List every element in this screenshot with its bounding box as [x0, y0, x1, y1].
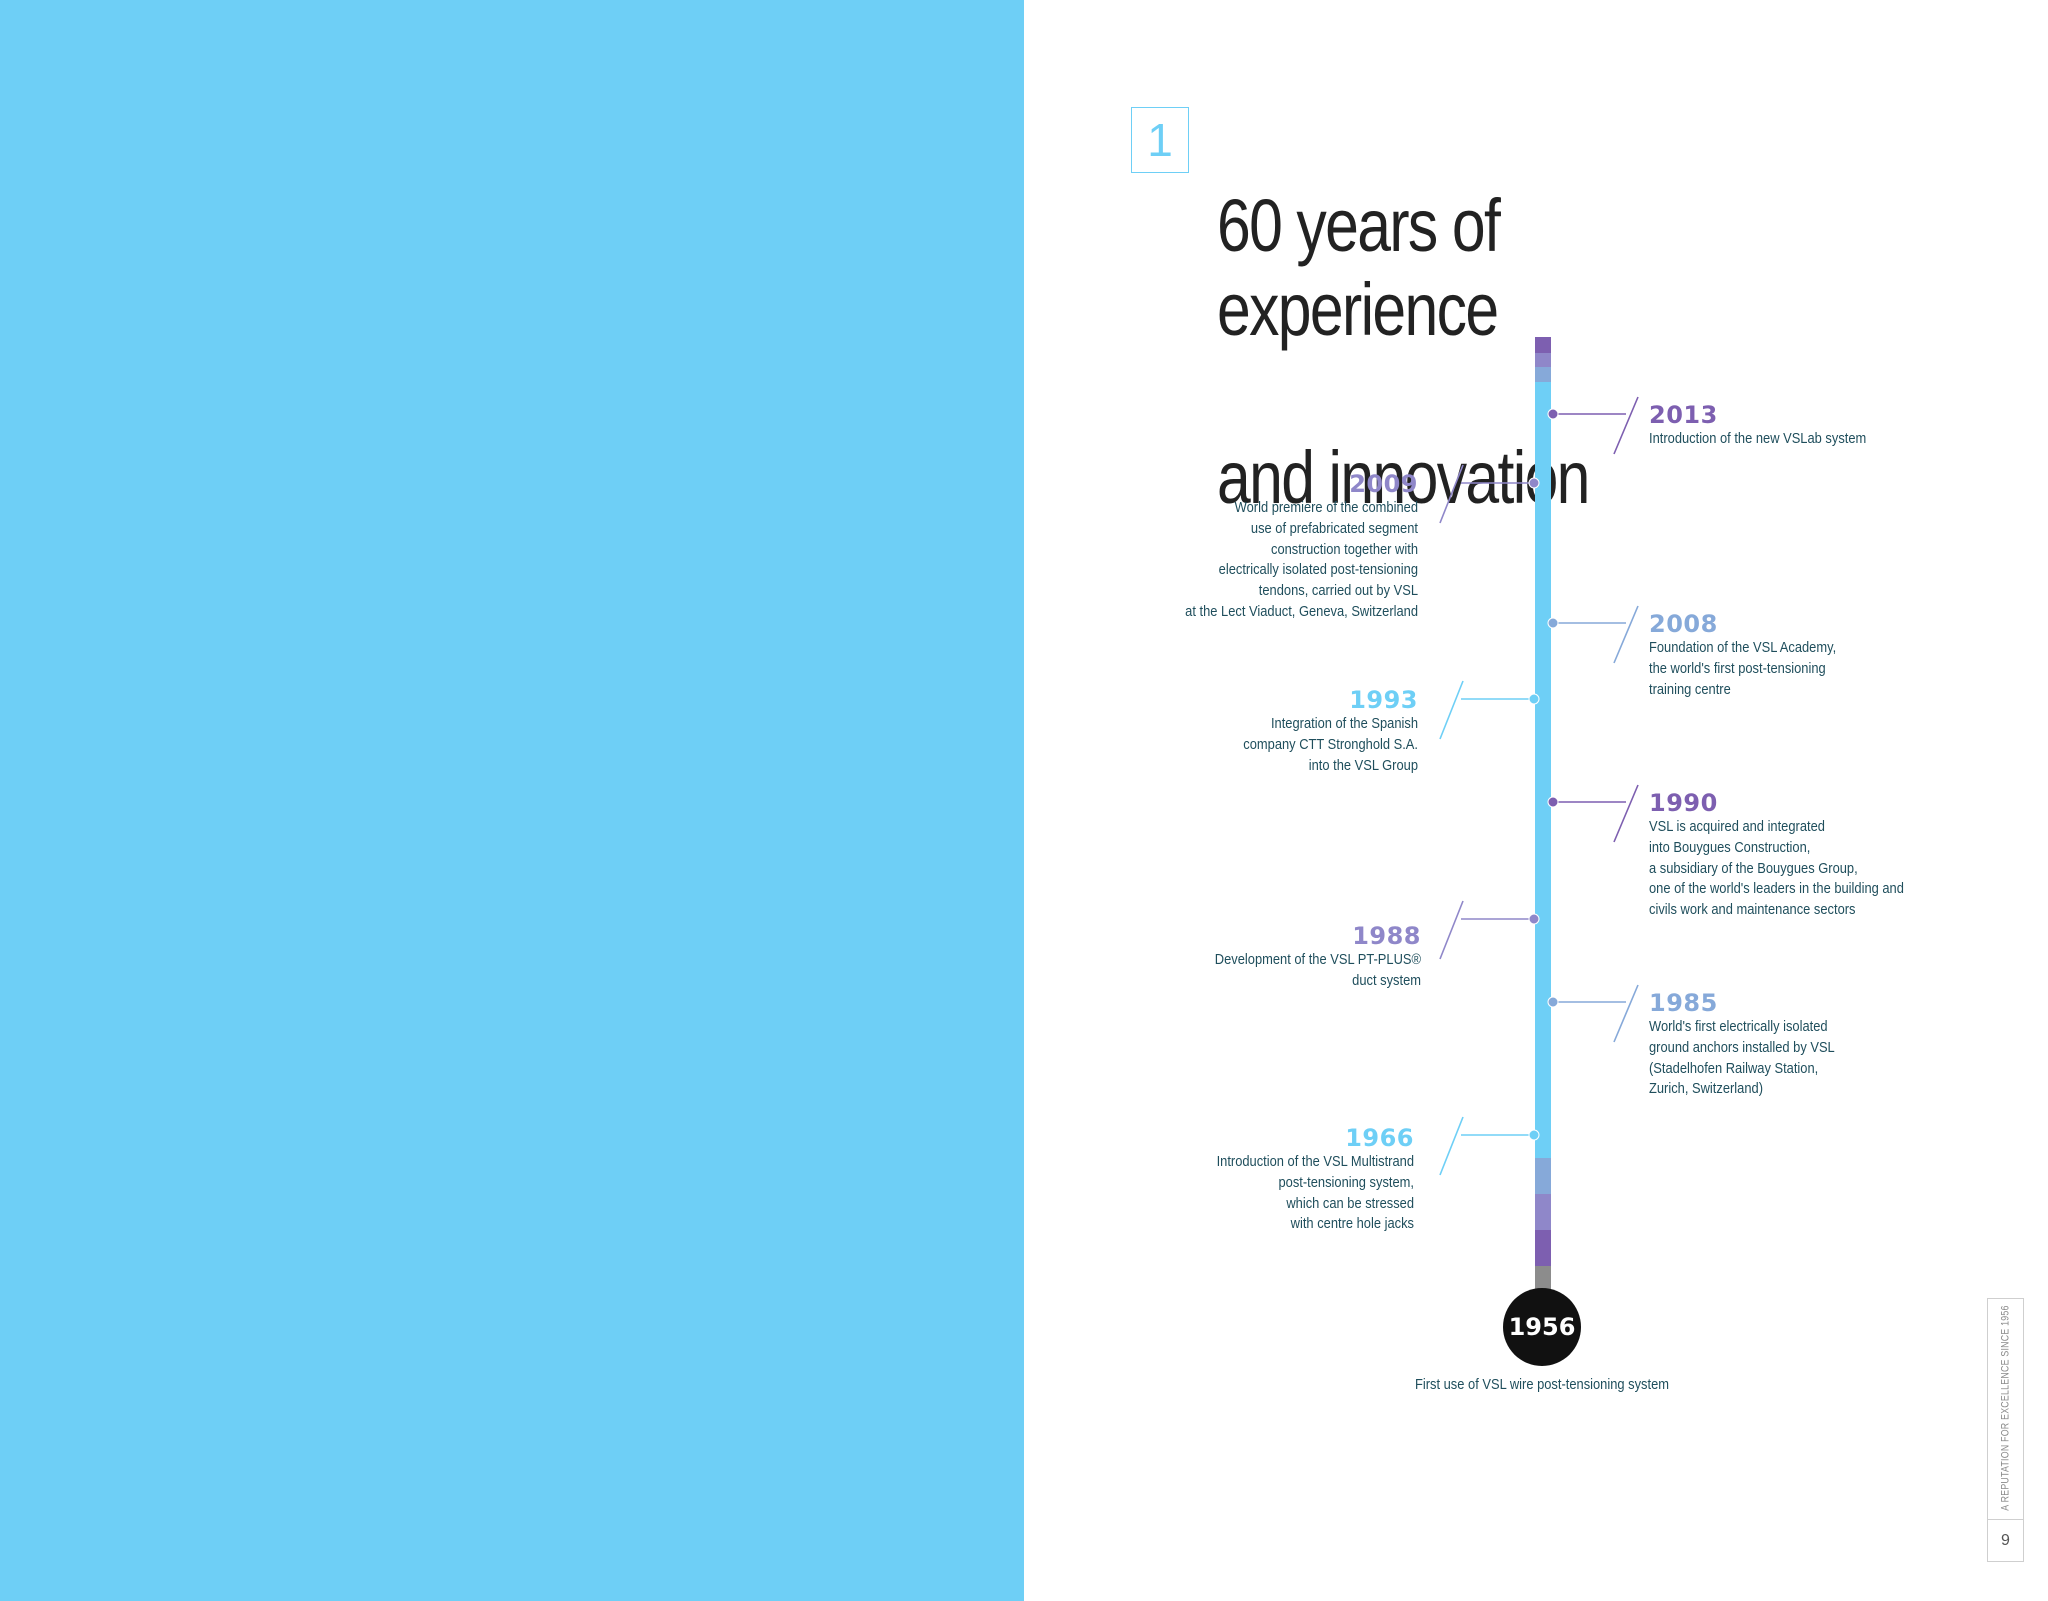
- side-tab-divider: [1988, 1519, 2023, 1520]
- event-year: 1988: [1352, 922, 1421, 950]
- connector-tick-1993: [1439, 680, 1464, 740]
- event-description-line: Foundation of the VSL Academy,: [1649, 639, 1837, 656]
- timeline-event-2008: 2008 Foundation of the VSL Academy, the wo…: [1649, 610, 1989, 700]
- event-description-line: one of the world's leaders in the buildi…: [1649, 880, 1904, 898]
- event-description: Development of the VSL PT-PLUS® duct syst…: [1129, 950, 1421, 992]
- event-description-line: ground anchors installed by VSL: [1649, 1038, 1835, 1056]
- event-description: Integration of the Spanish company CTT St…: [1126, 714, 1418, 776]
- event-description-line: use of prefabricated segment: [1250, 519, 1418, 537]
- origin-year-badge: 1956: [1503, 1288, 1581, 1366]
- origin-caption: First use of VSL wire post-tensioning sy…: [1414, 1376, 1670, 1393]
- timeline-event-1985: 1985 World's first electrically isolated g…: [1649, 989, 1989, 1100]
- event-description-line: Introduction of the new VSLab system: [1649, 430, 1867, 447]
- event-description-line: Development of the VSL PT-PLUS®: [1214, 951, 1421, 968]
- event-description-line: (Stadelhofen Railway Station,: [1649, 1059, 1819, 1077]
- event-description-line: Zurich, Switzerland): [1649, 1080, 1763, 1098]
- event-description: VSL is acquired and integrated into Bouyg…: [1649, 817, 1941, 921]
- event-year: 2013: [1649, 401, 1718, 429]
- event-description-line: training centre: [1649, 680, 1731, 698]
- event-description-line: VSL is acquired and integrated: [1649, 818, 1825, 835]
- timeline-dot-1966: [1528, 1129, 1540, 1141]
- event-description-line: duct system: [1352, 971, 1421, 989]
- event-description: World's first electrically isolated groun…: [1649, 1017, 1941, 1100]
- event-year: 2008: [1649, 610, 1718, 638]
- timeline-event-2013: 2013 Introduction of the new VSLab system: [1649, 401, 1989, 450]
- event-description-line: tendons, carried out by VSL: [1258, 582, 1418, 600]
- page-title-line-1: 60 years of experience: [1217, 184, 1501, 351]
- timeline-bar-base-3: [1535, 1230, 1551, 1266]
- timeline-event-2009: 2009 World premiere of the combined use of…: [1078, 470, 1418, 623]
- connector-tick-1985: [1613, 984, 1639, 1043]
- event-description-line: Integration of the Spanish: [1270, 715, 1418, 732]
- event-year: 2009: [1349, 470, 1418, 498]
- connector-tick-2008: [1613, 605, 1639, 664]
- timeline-dot-1988: [1528, 913, 1540, 925]
- event-description-line: with centre hole jacks: [1290, 1215, 1414, 1233]
- event-description-line: Introduction of the VSL Multistrand: [1216, 1153, 1414, 1170]
- timeline-dot-1985: [1547, 996, 1559, 1008]
- side-page-tab: A REPUTATION FOR EXCELLENCE SINCE 1956 9: [1987, 1298, 2024, 1562]
- timeline-dot-1990: [1547, 796, 1559, 808]
- event-description-line: at the Lect Viaduct, Geneva, Switzerland: [1185, 602, 1418, 620]
- event-year: 1966: [1345, 1124, 1414, 1152]
- event-description-line: a subsidiary of the Bouygues Group,: [1649, 859, 1858, 877]
- event-description-line: World premiere of the combined: [1234, 499, 1418, 516]
- event-year: 1990: [1649, 789, 1718, 817]
- event-year: 1985: [1649, 989, 1718, 1017]
- event-description-line: post-tensioning system,: [1278, 1173, 1414, 1191]
- event-description-line: civils work and maintenance sectors: [1649, 901, 1856, 919]
- event-description-line: into Bouygues Construction,: [1649, 838, 1811, 856]
- event-description-line: World's first electrically isolated: [1649, 1018, 1828, 1035]
- event-description-line: the world's first post-tensioning: [1649, 659, 1826, 677]
- timeline-bar-base-2: [1535, 1194, 1551, 1230]
- connector-tick-1990: [1613, 784, 1639, 843]
- event-description-line: construction together with: [1270, 540, 1418, 558]
- connector-tick-1988: [1439, 900, 1464, 960]
- connector-tick-1966: [1439, 1116, 1464, 1176]
- timeline-event-1966: 1966 Introduction of the VSL Multistrand p…: [1074, 1124, 1414, 1235]
- left-blue-panel: [0, 0, 1024, 1601]
- page-number: 9: [2001, 1532, 2010, 1549]
- event-description-line: which can be stressed: [1286, 1194, 1414, 1212]
- event-description: Foundation of the VSL Academy, the world'…: [1649, 638, 1941, 700]
- timeline-dot-2008: [1547, 617, 1559, 629]
- timeline-event-1990: 1990 VSL is acquired and integrated into B…: [1649, 789, 1989, 921]
- event-description-line: into the VSL Group: [1308, 756, 1418, 774]
- event-description-line: electrically isolated post-tensioning: [1218, 561, 1418, 579]
- event-description: Introduction of the VSL Multistrand post-…: [1122, 1152, 1414, 1235]
- section-number-box: 1: [1131, 107, 1189, 173]
- timeline-event-1988: 1988 Development of the VSL PT-PLUS® duct …: [1081, 922, 1421, 992]
- event-year: 1993: [1349, 686, 1418, 714]
- event-description: World premiere of the combined use of pre…: [1126, 498, 1418, 623]
- timeline-bar-base-1: [1535, 1158, 1551, 1194]
- side-tagline: A REPUTATION FOR EXCELLENCE SINCE 1956: [1999, 1305, 2012, 1511]
- event-description: Introduction of the new VSLab system: [1649, 429, 1941, 450]
- event-description-line: company CTT Stronghold S.A.: [1243, 735, 1418, 753]
- timeline-dot-1993: [1528, 693, 1540, 705]
- timeline-event-1993: 1993 Integration of the Spanish company CT…: [1078, 686, 1418, 776]
